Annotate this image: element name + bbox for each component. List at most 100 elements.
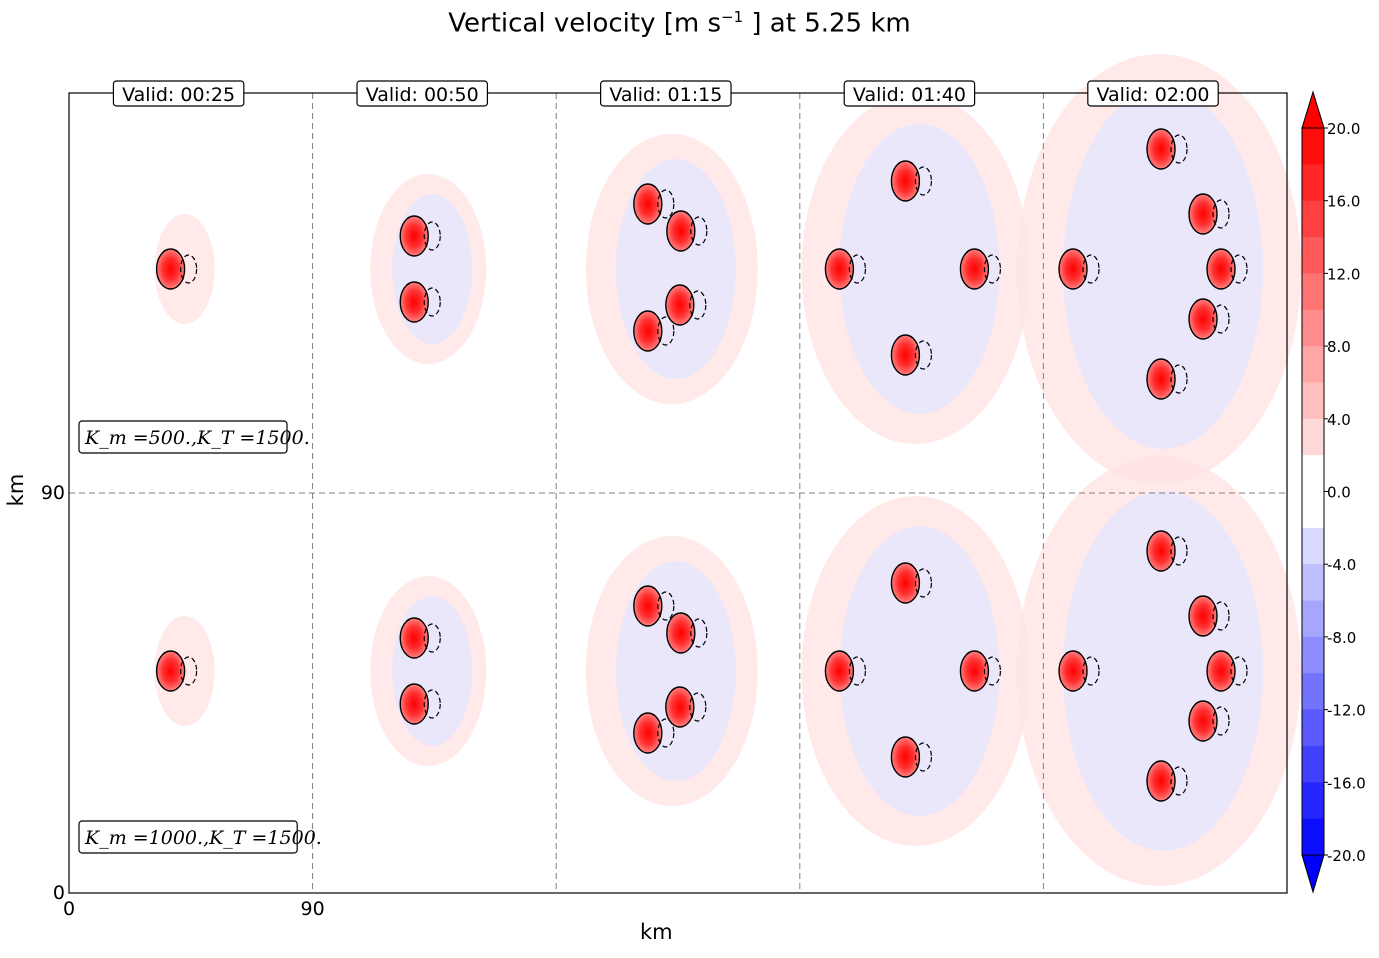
colorbar-tick-label: 8.0 bbox=[1327, 338, 1351, 356]
colorbar: 20.0 16.0 12.0 8.0 4.0 0.0 -4.0 -8.0 -12.0 -16.0 -… bbox=[1301, 90, 1366, 894]
x-tick-label: 0 bbox=[63, 898, 75, 920]
colorbar-segment bbox=[1302, 491, 1324, 529]
colorbar-tick-label: 16.0 bbox=[1327, 193, 1360, 211]
downdraft-envelope bbox=[615, 561, 736, 781]
colorbar-segment bbox=[1302, 128, 1324, 165]
updraft-core bbox=[399, 683, 429, 725]
downdraft-contour bbox=[1212, 304, 1230, 334]
downdraft-contour bbox=[914, 340, 933, 370]
panel-cells-0-2 bbox=[585, 134, 758, 404]
colorbar-segment bbox=[1302, 273, 1324, 311]
updraft-core bbox=[666, 612, 696, 654]
downdraft-contour bbox=[1082, 656, 1100, 686]
downdraft-contour bbox=[657, 591, 675, 621]
panel-title: Valid: 01:15 bbox=[609, 84, 722, 106]
downdraft-contour bbox=[657, 316, 675, 346]
panel-cells-0-3 bbox=[801, 94, 1030, 444]
panel-title: Valid: 00:50 bbox=[366, 84, 479, 106]
colorbar-tick-label: -12.0 bbox=[1327, 702, 1366, 720]
updraft-core bbox=[633, 712, 663, 754]
panel-title-box bbox=[843, 80, 976, 107]
panel-title: Valid: 00:25 bbox=[122, 84, 235, 106]
updraft-core bbox=[1188, 700, 1218, 742]
colorbar-tick-label: -20.0 bbox=[1327, 847, 1366, 865]
y-tick-label: 0 bbox=[53, 882, 65, 904]
colorbar-tick-label: 20.0 bbox=[1327, 120, 1360, 138]
colorbar-tick-label: -16.0 bbox=[1327, 774, 1366, 792]
panel-title-box bbox=[600, 80, 732, 107]
downdraft-contour bbox=[914, 742, 933, 772]
colorbar-segment bbox=[1302, 564, 1324, 602]
downdraft-contour bbox=[657, 189, 675, 219]
downdraft-contour bbox=[914, 568, 933, 598]
updraft-core bbox=[1188, 298, 1218, 340]
updraft-core bbox=[1206, 248, 1236, 290]
colorbar-extend-top bbox=[1301, 90, 1325, 129]
downdraft-contour bbox=[689, 692, 707, 722]
updraft-core bbox=[890, 160, 921, 202]
downdraft-contour bbox=[1082, 254, 1100, 284]
updraft-core bbox=[1058, 248, 1088, 290]
x-tick-label: 90 bbox=[301, 898, 325, 920]
colorbar-segment bbox=[1302, 200, 1324, 238]
downdraft-contour bbox=[1212, 706, 1230, 736]
colorbar-tick-label: -4.0 bbox=[1327, 556, 1356, 574]
downdraft-contour bbox=[848, 254, 867, 284]
downdraft-contour bbox=[1170, 766, 1188, 796]
colorbar-segment bbox=[1302, 818, 1324, 856]
colorbar-segment bbox=[1302, 237, 1324, 274]
y-axis-label: km bbox=[4, 473, 28, 507]
colorbar-extend-bottom bbox=[1301, 854, 1325, 894]
updraft-core bbox=[959, 650, 990, 692]
colorbar-segment bbox=[1302, 673, 1324, 711]
colorbar-segment bbox=[1302, 745, 1324, 783]
downdraft-contour bbox=[689, 290, 707, 320]
downdraft-envelope bbox=[1063, 89, 1264, 449]
panel-title: Valid: 01:40 bbox=[853, 84, 966, 106]
row-label-box bbox=[78, 820, 298, 854]
panel-title: Valid: 02:00 bbox=[1097, 84, 1210, 106]
plot-area: Valid: 00:25 Valid: 00:50 Valid: 01:15 Vali… bbox=[41, 54, 1302, 920]
panel-title-box bbox=[1087, 80, 1219, 107]
downdraft-contour bbox=[1170, 536, 1188, 566]
downdraft-contour bbox=[690, 618, 708, 648]
updraft-core bbox=[1206, 650, 1236, 692]
downdraft-contour bbox=[423, 221, 441, 251]
downdraft-envelope bbox=[615, 159, 736, 379]
colorbar-segment bbox=[1302, 382, 1324, 420]
downdraft-contour bbox=[423, 623, 441, 653]
colorbar-segment bbox=[1302, 527, 1324, 565]
y-tick-label: 90 bbox=[41, 482, 65, 504]
downdraft-envelope bbox=[1063, 491, 1264, 851]
updraft-core bbox=[633, 585, 663, 627]
colorbar-segment bbox=[1302, 636, 1324, 674]
downdraft-contour bbox=[657, 718, 675, 748]
colorbar-segment bbox=[1302, 418, 1324, 456]
downdraft-contour bbox=[983, 656, 1002, 686]
panel-title-box bbox=[112, 80, 245, 107]
colorbar-tick-label: 12.0 bbox=[1327, 265, 1360, 283]
updraft-core bbox=[1188, 193, 1218, 235]
downdraft-contour bbox=[983, 254, 1002, 284]
downdraft-contour bbox=[1170, 134, 1188, 164]
updraft-core bbox=[399, 215, 429, 257]
panel-cells-1-4 bbox=[1017, 456, 1302, 886]
updraft-core bbox=[824, 248, 855, 290]
colorbar-tick-label: 0.0 bbox=[1327, 484, 1351, 502]
colorbar-segment bbox=[1302, 346, 1324, 383]
colorbar-tick-label: 4.0 bbox=[1327, 411, 1351, 429]
updraft-core bbox=[1146, 530, 1176, 572]
downdraft-contour bbox=[1230, 656, 1248, 686]
colorbar-segment bbox=[1302, 309, 1324, 347]
downdraft-contour bbox=[1170, 364, 1188, 394]
panel-cells-0-0 bbox=[154, 214, 215, 324]
updraft-core bbox=[824, 650, 855, 692]
updraft-core bbox=[399, 617, 429, 659]
panel-cells-1-3 bbox=[801, 496, 1030, 846]
panel-cells-1-1 bbox=[370, 576, 487, 766]
downdraft-contour bbox=[1212, 601, 1230, 631]
downdraft-contour bbox=[423, 689, 441, 719]
updraft-core bbox=[665, 686, 695, 728]
updraft-core bbox=[1058, 650, 1088, 692]
